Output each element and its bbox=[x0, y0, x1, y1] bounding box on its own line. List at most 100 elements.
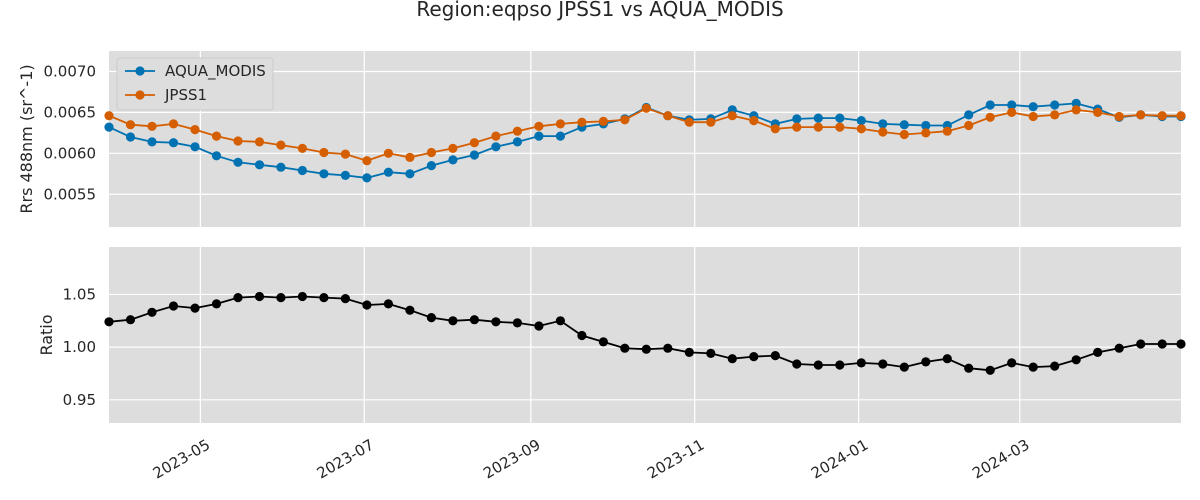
aqua-modis-point bbox=[168, 138, 179, 148]
legend-marker-aqua-modis bbox=[135, 66, 145, 76]
x-tick-label: 2024-03 bbox=[969, 436, 1032, 483]
bottom-y-axis-label: Ratio bbox=[37, 314, 56, 355]
bottom-ratio-point bbox=[663, 343, 673, 353]
aqua-modis-point bbox=[899, 120, 909, 130]
jpss1-point bbox=[276, 140, 286, 150]
aqua-modis-point bbox=[1007, 100, 1017, 110]
jpss1-point bbox=[749, 116, 759, 126]
jpss1-point bbox=[620, 115, 630, 125]
jpss1-point bbox=[147, 121, 157, 131]
jpss1-point bbox=[878, 127, 888, 137]
bottom-ratio-point bbox=[835, 360, 845, 370]
bottom-ratio-point bbox=[534, 321, 544, 331]
aqua-modis-point bbox=[964, 110, 974, 120]
aqua-modis-point bbox=[190, 142, 200, 152]
chart-title: Region:eqpso JPSS1 vs AQUA_MODIS bbox=[416, 0, 783, 21]
jpss1-point bbox=[899, 129, 909, 140]
aqua-modis-point bbox=[878, 119, 888, 129]
top-y-tick-label: 0.0060 bbox=[44, 144, 97, 162]
legend-box bbox=[116, 57, 274, 111]
jpss1-point bbox=[383, 148, 393, 158]
bottom-y-tick-label: 1.05 bbox=[63, 285, 96, 303]
jpss1-point bbox=[297, 143, 307, 153]
bottom-ratio-point bbox=[1071, 355, 1081, 365]
bottom-ratio-point bbox=[512, 318, 523, 328]
aqua-modis-point bbox=[1028, 102, 1038, 112]
bottom-ratio-point bbox=[620, 343, 630, 353]
bottom-ratio-point bbox=[899, 362, 909, 372]
bottom-ratio-point bbox=[985, 365, 995, 375]
jpss1-point bbox=[168, 119, 179, 129]
aqua-modis-point bbox=[1050, 100, 1060, 110]
jpss1-point bbox=[534, 121, 544, 131]
jpss1-point bbox=[856, 124, 866, 134]
bottom-ratio-point bbox=[878, 359, 888, 369]
aqua-modis-point bbox=[319, 169, 329, 179]
top-y-tick-label: 0.0065 bbox=[44, 103, 97, 121]
aqua-modis-point bbox=[125, 132, 136, 142]
jpss1-point bbox=[1071, 105, 1081, 115]
aqua-modis-point bbox=[792, 114, 802, 124]
aqua-modis-point bbox=[233, 157, 243, 167]
jpss1-point bbox=[684, 117, 694, 127]
bottom-ratio-point bbox=[233, 293, 243, 303]
jpss1-point bbox=[319, 147, 329, 158]
top-plot-background bbox=[109, 51, 1181, 227]
bottom-ratio-point bbox=[856, 358, 866, 368]
jpss1-point bbox=[555, 119, 566, 129]
aqua-modis-point bbox=[534, 131, 544, 141]
top-series bbox=[104, 98, 1186, 183]
bottom-ratio-point bbox=[276, 293, 286, 303]
aqua-modis-point bbox=[555, 131, 566, 141]
aqua-modis-point bbox=[835, 113, 845, 123]
jpss1-point bbox=[1028, 111, 1038, 122]
aqua-modis-point bbox=[426, 161, 436, 171]
bottom-ratio-point bbox=[942, 354, 952, 364]
bottom-ratio-point bbox=[491, 317, 501, 327]
aqua-modis-point bbox=[340, 170, 350, 180]
bottom-ratio-point bbox=[405, 305, 415, 315]
bottom-ratio-point bbox=[1007, 358, 1017, 368]
jpss1-point bbox=[1114, 111, 1124, 122]
bottom-plot-background bbox=[109, 247, 1181, 423]
bottom-ratio-point bbox=[448, 316, 458, 326]
bottom-ratio-point bbox=[727, 354, 737, 364]
jpss1-point bbox=[1136, 110, 1146, 120]
aqua-modis-point bbox=[254, 160, 265, 170]
jpss1-point bbox=[835, 122, 845, 132]
jpss1-point bbox=[125, 120, 136, 130]
x-tick-label: 2024-01 bbox=[808, 436, 871, 483]
aqua-modis-point bbox=[211, 151, 222, 161]
top-y-tick-label: 0.0055 bbox=[44, 185, 97, 203]
bottom-ratio-point bbox=[1028, 362, 1038, 372]
bottom-ratio-point bbox=[577, 330, 587, 341]
x-tick-label: 2023-07 bbox=[314, 436, 377, 483]
jpss1-point bbox=[813, 122, 823, 132]
aqua-modis-point bbox=[469, 150, 479, 160]
bottom-ratio-point bbox=[555, 316, 566, 326]
top-y-axis-label: Rrs 488nm (sr^-1) bbox=[17, 64, 36, 213]
x-tick-label: 2023-05 bbox=[150, 436, 213, 483]
aqua-modis-point bbox=[448, 155, 458, 165]
jpss1-point bbox=[362, 156, 372, 166]
bottom-ratio-point bbox=[1176, 339, 1186, 349]
top-y-tick-label: 0.0070 bbox=[44, 62, 97, 80]
bottom-ratio-point bbox=[383, 299, 393, 309]
legend-label-jpss1: JPSS1 bbox=[164, 86, 207, 104]
jpss1-point bbox=[1007, 107, 1017, 117]
aqua-modis-point bbox=[1071, 98, 1081, 108]
bottom-ratio-point bbox=[792, 359, 802, 369]
aqua-modis-point bbox=[856, 116, 866, 126]
top-panel: 0.0055 0.0060 0.0065 0.0070 Rrs 488nm (sr^-… bbox=[17, 51, 1186, 227]
jpss1-point bbox=[706, 117, 716, 127]
jpss1-point bbox=[942, 126, 952, 136]
bottom-ratio-point bbox=[684, 347, 694, 357]
aqua-modis-point bbox=[104, 122, 114, 132]
jpss1-point bbox=[491, 131, 501, 141]
jpss1-point bbox=[727, 111, 737, 121]
jpss1-point bbox=[190, 125, 200, 135]
jpss1-point bbox=[577, 117, 587, 127]
aqua-modis-point bbox=[512, 137, 523, 147]
aqua-modis-point bbox=[921, 120, 931, 131]
